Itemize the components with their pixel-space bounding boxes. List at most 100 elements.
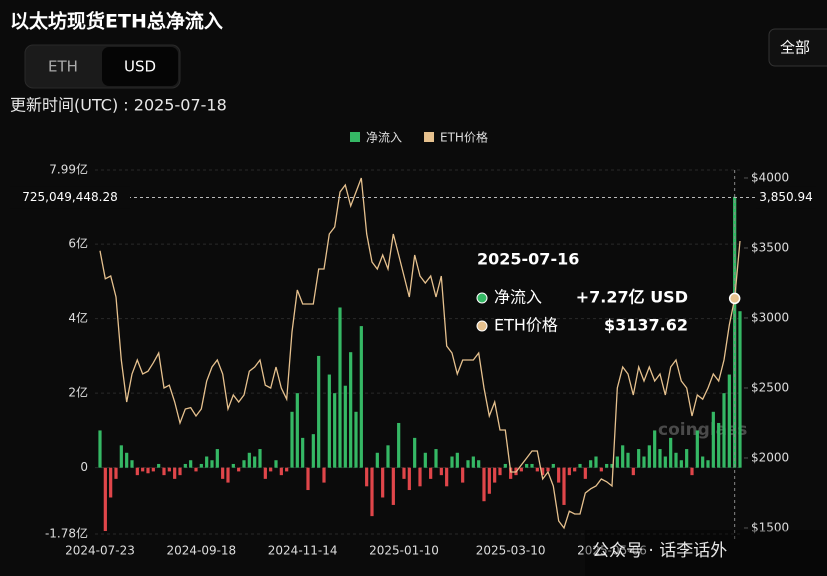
bar (498, 467, 502, 476)
tooltip-date: 2025-07-16 (477, 250, 579, 269)
bar (338, 307, 342, 468)
bar (722, 393, 726, 468)
tooltip-dot (476, 320, 488, 332)
x-tick-label: 2025-03-10 (476, 544, 546, 558)
bar (669, 437, 673, 468)
bar (205, 456, 209, 468)
bar (311, 434, 315, 468)
bar (450, 456, 454, 468)
y2-tick-label: $2500 (751, 380, 789, 394)
legend-swatch (350, 132, 360, 142)
bar (493, 467, 497, 483)
tab[interactable]: USD (124, 58, 156, 76)
range-button[interactable] (768, 28, 827, 67)
bar (199, 463, 203, 468)
bar (445, 467, 449, 487)
y2-tick-label: $3500 (751, 240, 789, 254)
bar (647, 445, 651, 468)
bar (679, 460, 683, 468)
bar (125, 452, 129, 468)
bar (407, 467, 411, 491)
bar (439, 467, 443, 476)
crosshair-label-bg (756, 186, 816, 209)
bar (327, 374, 331, 468)
y-tick-label: 2亿 (68, 385, 88, 400)
bar (146, 467, 150, 474)
bar (285, 467, 289, 472)
bar (589, 460, 593, 468)
bar (477, 460, 481, 468)
bar (546, 467, 550, 472)
bar (503, 463, 507, 468)
bar (653, 430, 657, 468)
update-time: 更新时间(UTC) : 2025-07-18 (10, 96, 227, 115)
bar (365, 467, 369, 487)
bar (237, 467, 241, 472)
bar (509, 467, 513, 479)
bar (370, 467, 374, 517)
bar (706, 460, 710, 468)
bar (471, 456, 475, 468)
bar (157, 463, 161, 468)
bar (530, 463, 534, 468)
bar (210, 460, 214, 468)
bar (226, 467, 230, 483)
bar (402, 467, 406, 479)
bar (631, 467, 635, 476)
bar (685, 449, 689, 468)
bar (434, 449, 438, 468)
bar (487, 467, 491, 494)
bar (637, 449, 641, 468)
bar (178, 467, 182, 476)
range-button-label[interactable]: 全部 (780, 39, 810, 57)
legend-swatch (424, 132, 435, 142)
bar (359, 326, 363, 468)
bar (615, 456, 619, 468)
bar (274, 460, 278, 468)
bar (626, 452, 630, 468)
bar (535, 467, 539, 472)
bar (562, 467, 566, 505)
bar (295, 393, 299, 468)
bar (253, 456, 257, 468)
title: 以太坊现货ETH总净流入 (10, 10, 223, 33)
bar (343, 385, 347, 468)
y-tick-label: 6亿 (68, 236, 88, 251)
y2-tick-label: $1500 (751, 520, 789, 534)
bar (114, 467, 118, 479)
bar (423, 452, 427, 468)
bar (519, 467, 523, 472)
bar (695, 430, 699, 468)
bar (135, 467, 139, 476)
bar (98, 430, 102, 468)
overlay-text: 公众号 · 话李话外 (592, 541, 727, 561)
x-tick-label: 2025-01-10 (369, 544, 439, 558)
tab[interactable]: ETH (48, 58, 78, 76)
tooltip-dot (476, 292, 488, 304)
x-tick-label: 2024-09-18 (166, 544, 236, 558)
bar (578, 463, 582, 468)
bar (605, 463, 609, 468)
bar (455, 452, 459, 468)
crosshair-y-label: 725,049,448.28 (22, 190, 117, 204)
crosshair-y2-label: 3,850.94 (759, 190, 812, 204)
bar (386, 445, 390, 468)
bar (162, 467, 166, 476)
bar (551, 463, 555, 468)
bar (258, 449, 262, 468)
bar (541, 467, 545, 476)
bar (231, 463, 235, 468)
bar (269, 467, 273, 472)
y2-tick-label: $3000 (751, 310, 789, 324)
bar (461, 467, 465, 483)
bar (429, 467, 433, 479)
bar (594, 456, 598, 468)
tooltip-value: +7.27亿 USD (576, 288, 688, 307)
bar (194, 467, 198, 472)
y-tick-label: 0 (80, 460, 88, 474)
bar (674, 452, 678, 468)
bar (701, 456, 705, 468)
y-tick-label: 7.99亿 (49, 162, 88, 177)
bar (567, 467, 571, 476)
